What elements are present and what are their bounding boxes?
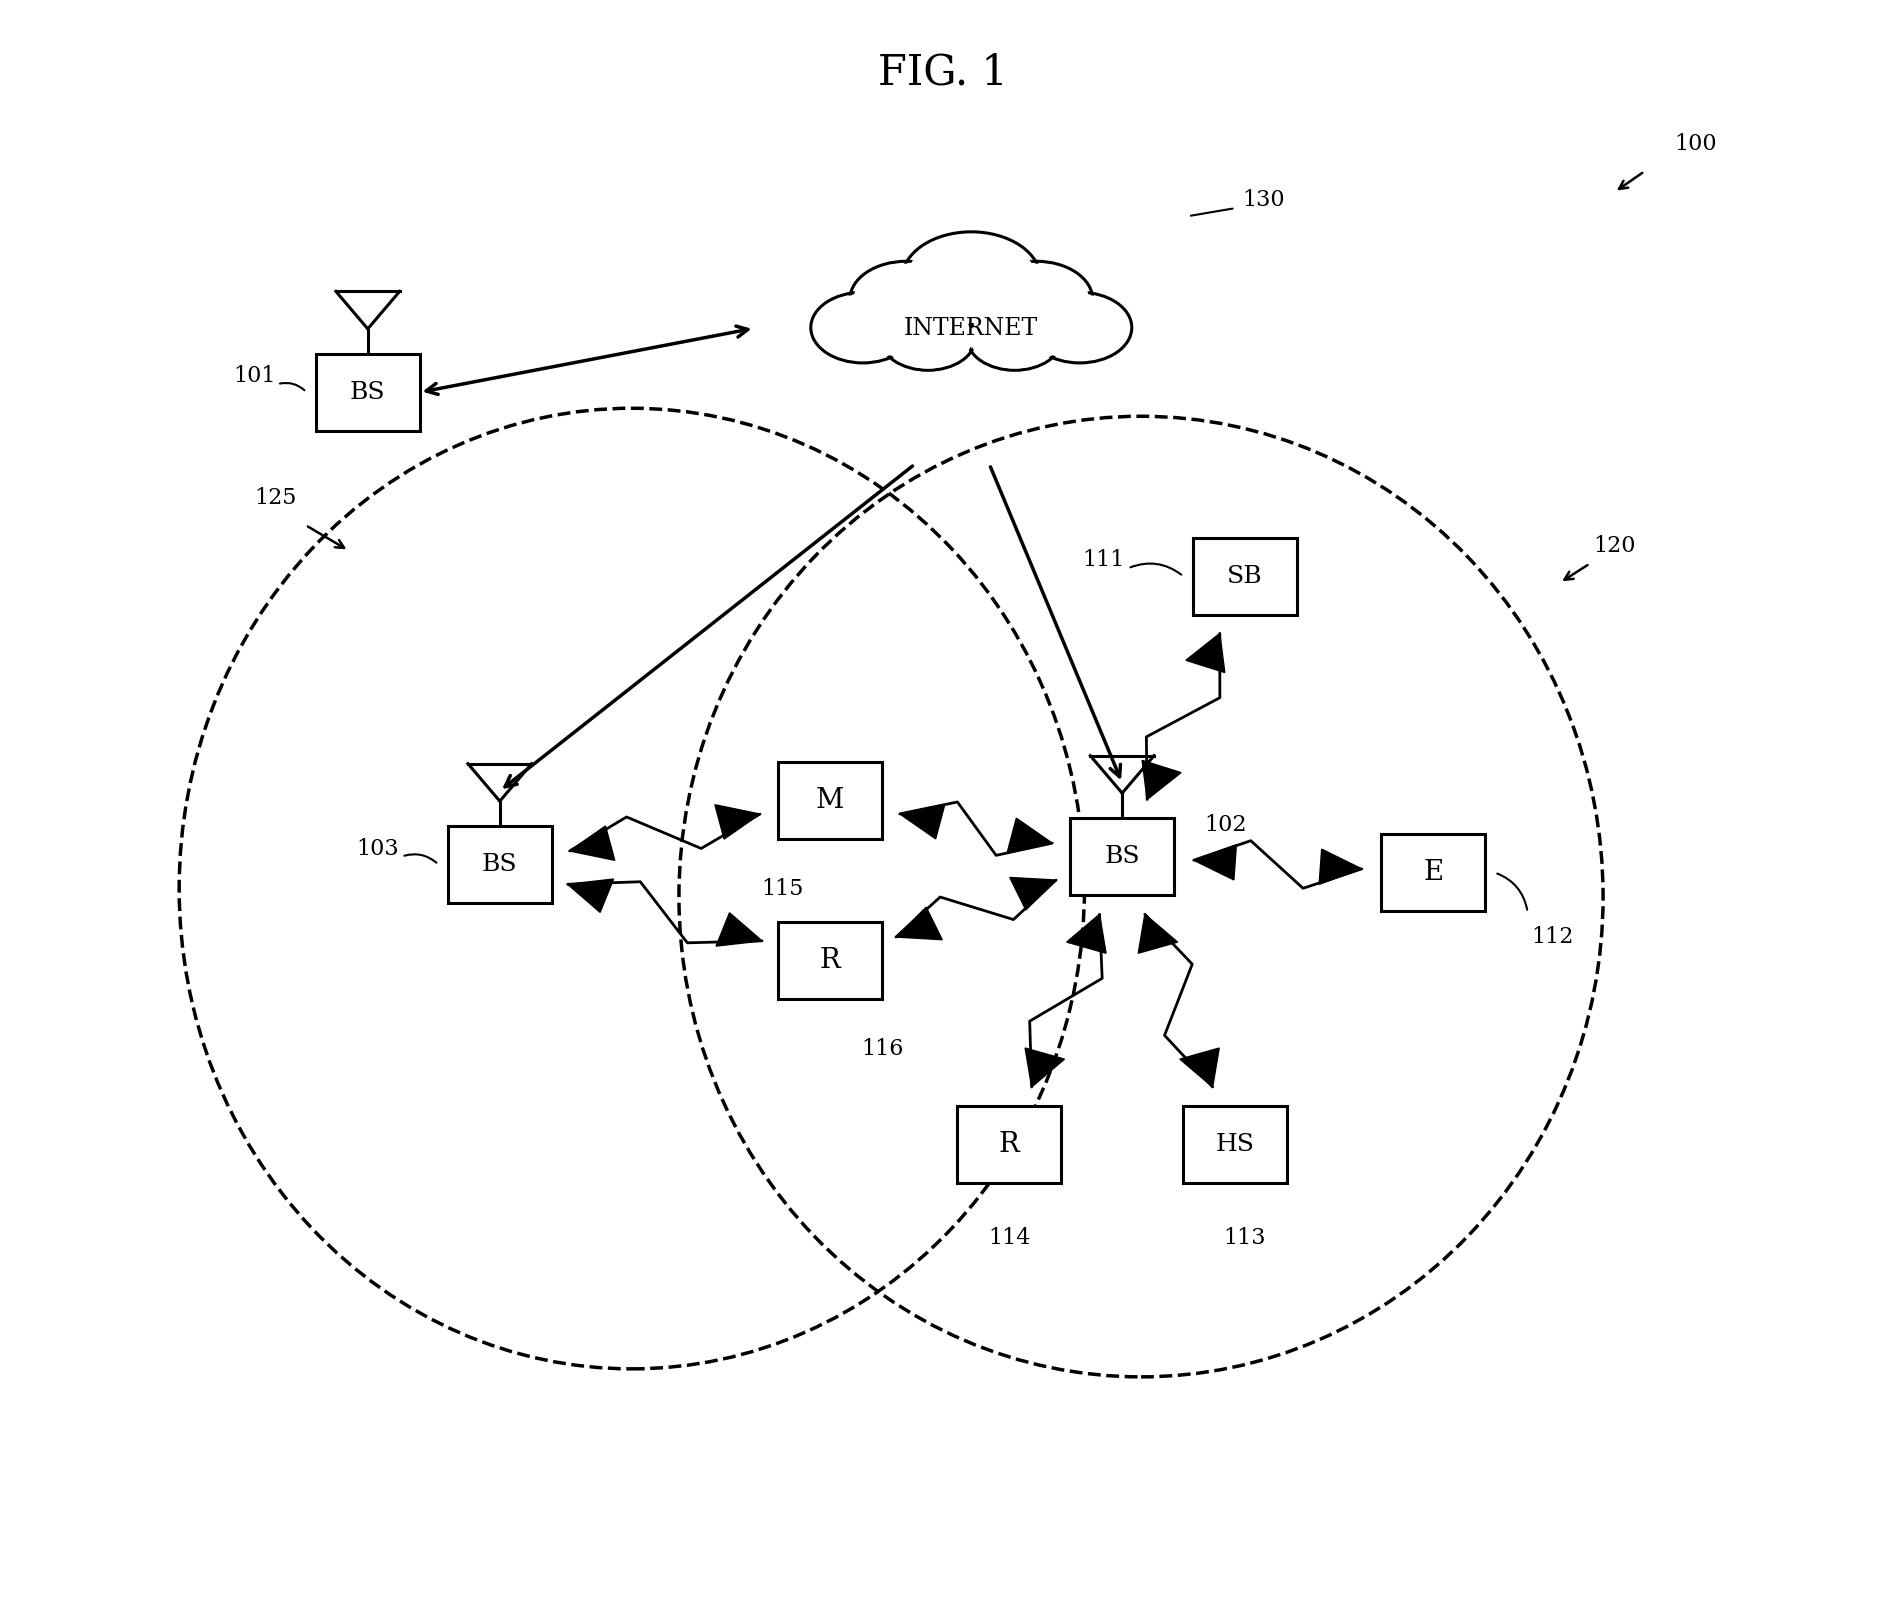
Ellipse shape [854,264,958,335]
Text: BS: BS [1105,845,1139,868]
FancyBboxPatch shape [449,826,553,903]
Text: R: R [819,948,841,973]
Polygon shape [568,879,613,913]
Polygon shape [896,908,943,940]
Text: SB: SB [1228,565,1262,588]
Polygon shape [1181,1049,1218,1087]
Ellipse shape [881,306,975,370]
Text: BS: BS [483,853,517,876]
Ellipse shape [811,293,915,363]
Polygon shape [570,826,615,860]
FancyBboxPatch shape [1071,818,1173,895]
Ellipse shape [902,232,1041,327]
Text: 101: 101 [234,365,275,387]
Ellipse shape [1032,295,1128,360]
Ellipse shape [851,261,962,338]
Polygon shape [717,913,762,946]
Polygon shape [1139,914,1177,953]
Text: 130: 130 [1243,189,1284,211]
Text: 102: 102 [1205,813,1247,836]
Text: BS: BS [351,381,385,403]
Ellipse shape [981,261,1092,338]
Text: 100: 100 [1675,133,1718,155]
FancyBboxPatch shape [958,1106,1060,1183]
Polygon shape [1318,849,1362,884]
FancyBboxPatch shape [1184,1106,1286,1183]
Text: 125: 125 [255,487,296,509]
Text: M: M [815,788,845,813]
Polygon shape [1143,760,1181,799]
Text: 120: 120 [1594,535,1637,557]
Polygon shape [715,805,760,839]
Ellipse shape [885,307,971,368]
Text: 103: 103 [356,837,398,860]
Polygon shape [1194,845,1237,881]
Ellipse shape [1028,293,1132,363]
FancyBboxPatch shape [777,762,881,839]
FancyBboxPatch shape [317,354,419,431]
FancyBboxPatch shape [1194,538,1298,615]
FancyBboxPatch shape [777,922,881,999]
Polygon shape [1186,634,1224,672]
Polygon shape [1026,1049,1064,1087]
Text: R: R [998,1132,1020,1158]
Text: 111: 111 [1083,549,1124,572]
Text: 113: 113 [1224,1226,1266,1249]
Text: 115: 115 [762,877,803,900]
Polygon shape [1009,877,1056,909]
Ellipse shape [971,307,1058,368]
Polygon shape [1067,914,1105,953]
Text: FIG. 1: FIG. 1 [879,51,1007,93]
Text: 112: 112 [1531,925,1573,948]
Text: INTERNET: INTERNET [903,317,1039,339]
Polygon shape [900,804,945,839]
FancyBboxPatch shape [1381,834,1486,911]
Ellipse shape [968,306,1062,370]
Text: 116: 116 [862,1037,903,1060]
Ellipse shape [815,295,911,360]
Text: 114: 114 [988,1226,1030,1249]
Polygon shape [1007,818,1052,853]
Text: HS: HS [1216,1134,1254,1156]
Ellipse shape [984,264,1088,335]
Ellipse shape [907,235,1035,322]
Text: E: E [1424,860,1443,885]
